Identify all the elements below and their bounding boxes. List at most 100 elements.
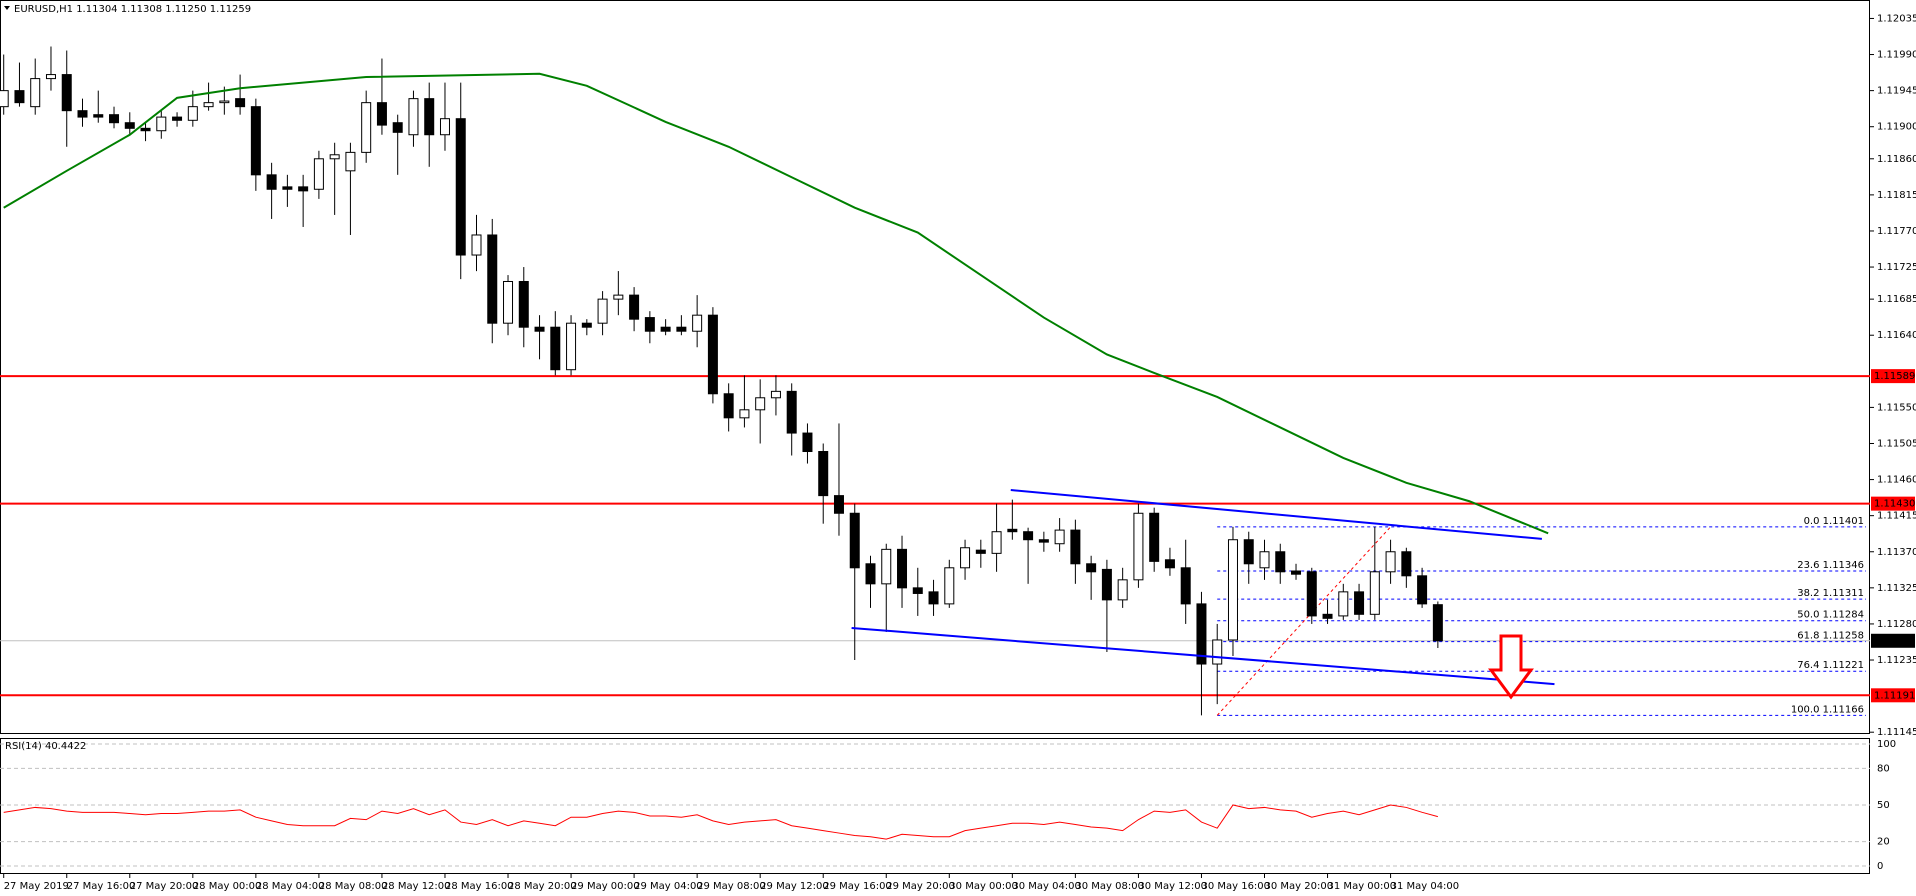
rsi-line xyxy=(3,804,1438,840)
y-tick-label: 1.11945 xyxy=(1877,86,1916,97)
last-price-label: 1.11259 xyxy=(1874,636,1915,647)
candle-body xyxy=(1117,579,1128,601)
fib-level-label: 38.2 1.11311 xyxy=(1797,588,1864,599)
candle-body xyxy=(1338,591,1349,617)
y-tick-label: 1.11415 xyxy=(1877,511,1916,522)
candle-body xyxy=(329,154,340,160)
y-tick-label: 1.11370 xyxy=(1877,547,1916,558)
x-tick-label: 30 May 04:00 xyxy=(1012,881,1081,892)
candle-body xyxy=(597,298,608,324)
candle-body xyxy=(1180,567,1191,605)
candle-body xyxy=(1054,529,1065,545)
y-tick-label: 1.11235 xyxy=(1877,655,1916,666)
candle-body xyxy=(975,549,986,554)
fib-level-label: 23.6 1.11346 xyxy=(1797,560,1864,571)
candle-body xyxy=(439,118,450,136)
candle-body xyxy=(1369,571,1380,615)
moving-average xyxy=(3,72,1549,535)
x-tick-label: 28 May 16:00 xyxy=(445,881,514,892)
x-tick-label: 29 May 12:00 xyxy=(760,881,829,892)
candle-body xyxy=(313,158,324,190)
candle-body xyxy=(250,106,261,176)
x-tick-label: 30 May 08:00 xyxy=(1075,881,1144,892)
candle-body xyxy=(786,390,797,434)
x-tick-label: 31 May 00:00 xyxy=(1328,881,1397,892)
candle-body xyxy=(1133,512,1144,581)
candle-body xyxy=(707,314,718,395)
x-tick-label: 27 May 20:00 xyxy=(130,881,199,892)
y-tick-label: 1.11460 xyxy=(1877,475,1916,486)
candle-body xyxy=(61,74,72,112)
level-price-label: 1.11191 xyxy=(1874,690,1915,701)
y-tick-label: 1.11770 xyxy=(1877,226,1916,237)
candle-body xyxy=(1038,539,1049,543)
y-tick-label: 1.11640 xyxy=(1877,330,1916,341)
x-tick-label: 30 May 20:00 xyxy=(1265,881,1334,892)
x-tick-label: 30 May 12:00 xyxy=(1138,881,1207,892)
rsi-y-tick-label: 0 xyxy=(1877,861,1883,872)
candle-body xyxy=(172,116,183,121)
candle-body xyxy=(282,186,293,190)
candle-body xyxy=(1306,571,1317,617)
y-tick-label: 1.11685 xyxy=(1877,294,1916,305)
candle-body xyxy=(1101,568,1112,601)
candle-body xyxy=(1196,603,1207,665)
rsi-panel-frame xyxy=(0,738,1870,874)
candle-body xyxy=(644,317,655,332)
candle-body xyxy=(1417,575,1428,605)
candle-body xyxy=(1401,551,1412,577)
candle-body xyxy=(676,326,687,332)
candle-body xyxy=(1007,528,1018,533)
candle-body xyxy=(897,548,908,589)
rsi-y-tick-label: 20 xyxy=(1877,837,1890,848)
trendline xyxy=(851,626,1555,686)
down-arrow xyxy=(1488,634,1534,700)
y-tick-label: 1.12035 xyxy=(1877,13,1916,24)
x-tick-label: 29 May 20:00 xyxy=(886,881,955,892)
candle-body xyxy=(770,390,781,399)
y-tick-label: 1.11505 xyxy=(1877,438,1916,449)
fib-level-label: 0.0 1.11401 xyxy=(1804,516,1864,527)
x-tick-label: 28 May 04:00 xyxy=(256,881,325,892)
x-tick-label: 29 May 08:00 xyxy=(697,881,766,892)
y-tick-label: 1.11280 xyxy=(1877,619,1916,630)
y-tick-label: 1.11900 xyxy=(1877,122,1916,133)
candle-body xyxy=(93,114,104,118)
candle-body xyxy=(534,326,545,332)
level-price-label: 1.11589 xyxy=(1874,371,1915,382)
x-tick-label: 30 May 00:00 xyxy=(949,881,1018,892)
rsi-y-tick-label: 50 xyxy=(1877,800,1890,811)
x-tick-label: 28 May 00:00 xyxy=(193,881,262,892)
candle-body xyxy=(755,397,766,411)
candle-body xyxy=(14,90,25,104)
candle-body xyxy=(1086,563,1097,573)
y-tick-label: 1.11325 xyxy=(1877,583,1916,594)
level-price-box xyxy=(1871,369,1915,384)
candle-body xyxy=(266,174,277,190)
x-tick-label: 28 May 20:00 xyxy=(508,881,577,892)
candle-body xyxy=(392,122,403,133)
candle-body xyxy=(1291,570,1302,575)
candle-body xyxy=(0,90,9,108)
x-tick-label: 29 May 16:00 xyxy=(823,881,892,892)
x-tick-label: 29 May 04:00 xyxy=(634,881,703,892)
candle-body xyxy=(1023,531,1034,541)
y-tick-label: 1.11815 xyxy=(1877,190,1916,201)
candle-body xyxy=(424,98,435,136)
candle-body xyxy=(30,78,41,108)
candle-body xyxy=(140,127,151,132)
candle-body xyxy=(581,322,592,328)
fib-level-label: 61.8 1.11258 xyxy=(1797,631,1864,642)
x-tick-label: 27 May 16:00 xyxy=(67,881,136,892)
candle-body xyxy=(692,314,703,332)
candle-body xyxy=(187,106,198,121)
candle-body xyxy=(960,547,971,569)
candle-body xyxy=(503,280,514,324)
candle-body xyxy=(944,567,955,605)
candle-body xyxy=(550,326,561,371)
level-price-box xyxy=(1871,688,1915,703)
candle-body xyxy=(487,234,498,324)
candle-body xyxy=(471,234,482,256)
